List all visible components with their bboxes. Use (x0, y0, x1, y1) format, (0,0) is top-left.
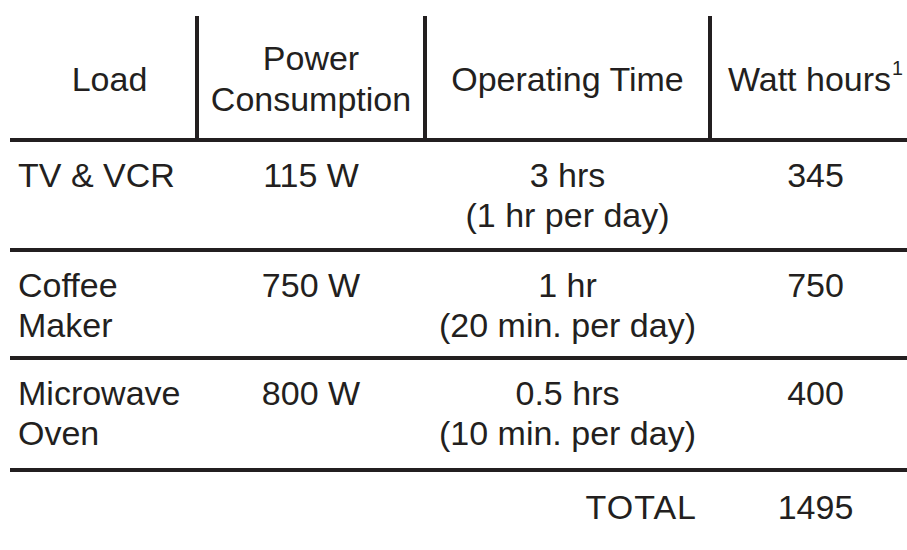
power-cell: 750 W (197, 265, 425, 356)
total-label: TOTAL (425, 487, 710, 550)
column-divider (708, 16, 712, 138)
table-row-tv-vcr: TV & VCR 115 W 3 hrs (1 hr per day) 345 (0, 142, 907, 248)
table-header-row: Load Power Consumption Operating Time Wa… (0, 0, 907, 138)
watt-hours-cell: 345 (710, 155, 907, 248)
total-value: 1495 (710, 487, 907, 550)
total-row: TOTAL 1495 (0, 472, 907, 550)
table-row-coffee-maker: Coffee Maker 750 W 1 hr (20 min. per day… (0, 252, 907, 356)
header-operating-time: Operating Time (425, 0, 710, 138)
load-cell: Coffee Maker (0, 265, 197, 356)
load-cell: Microwave Oven (0, 373, 197, 468)
column-divider (195, 16, 199, 138)
time-value: 3 hrs (425, 155, 710, 195)
time-cell: 3 hrs (1 hr per day) (425, 155, 710, 248)
time-note: (20 min. per day) (425, 305, 710, 345)
header-watt-hours-label: Watt hours (728, 59, 891, 100)
time-note: (1 hr per day) (425, 195, 710, 235)
power-cell: 115 W (197, 155, 425, 248)
time-value: 0.5 hrs (425, 373, 710, 413)
load-cell: TV & VCR (0, 155, 197, 248)
time-cell: 0.5 hrs (10 min. per day) (425, 373, 710, 468)
header-load: Load (0, 0, 197, 138)
time-note: (10 min. per day) (425, 413, 710, 453)
header-watt-hours: Watt hours1 (710, 0, 907, 138)
power-consumption-worksheet: Load Power Consumption Operating Time Wa… (0, 0, 907, 550)
table-row-microwave-oven: Microwave Oven 800 W 0.5 hrs (10 min. pe… (0, 360, 907, 468)
time-value: 1 hr (425, 265, 710, 305)
footnote-marker: 1 (892, 48, 903, 89)
column-divider (423, 16, 427, 138)
header-power-consumption: Power Consumption (197, 0, 425, 138)
power-cell: 800 W (197, 373, 425, 468)
watt-hours-cell: 750 (710, 265, 907, 356)
time-cell: 1 hr (20 min. per day) (425, 265, 710, 356)
spacer-cell (0, 487, 197, 550)
spacer-cell (197, 487, 425, 550)
watt-hours-cell: 400 (710, 373, 907, 468)
